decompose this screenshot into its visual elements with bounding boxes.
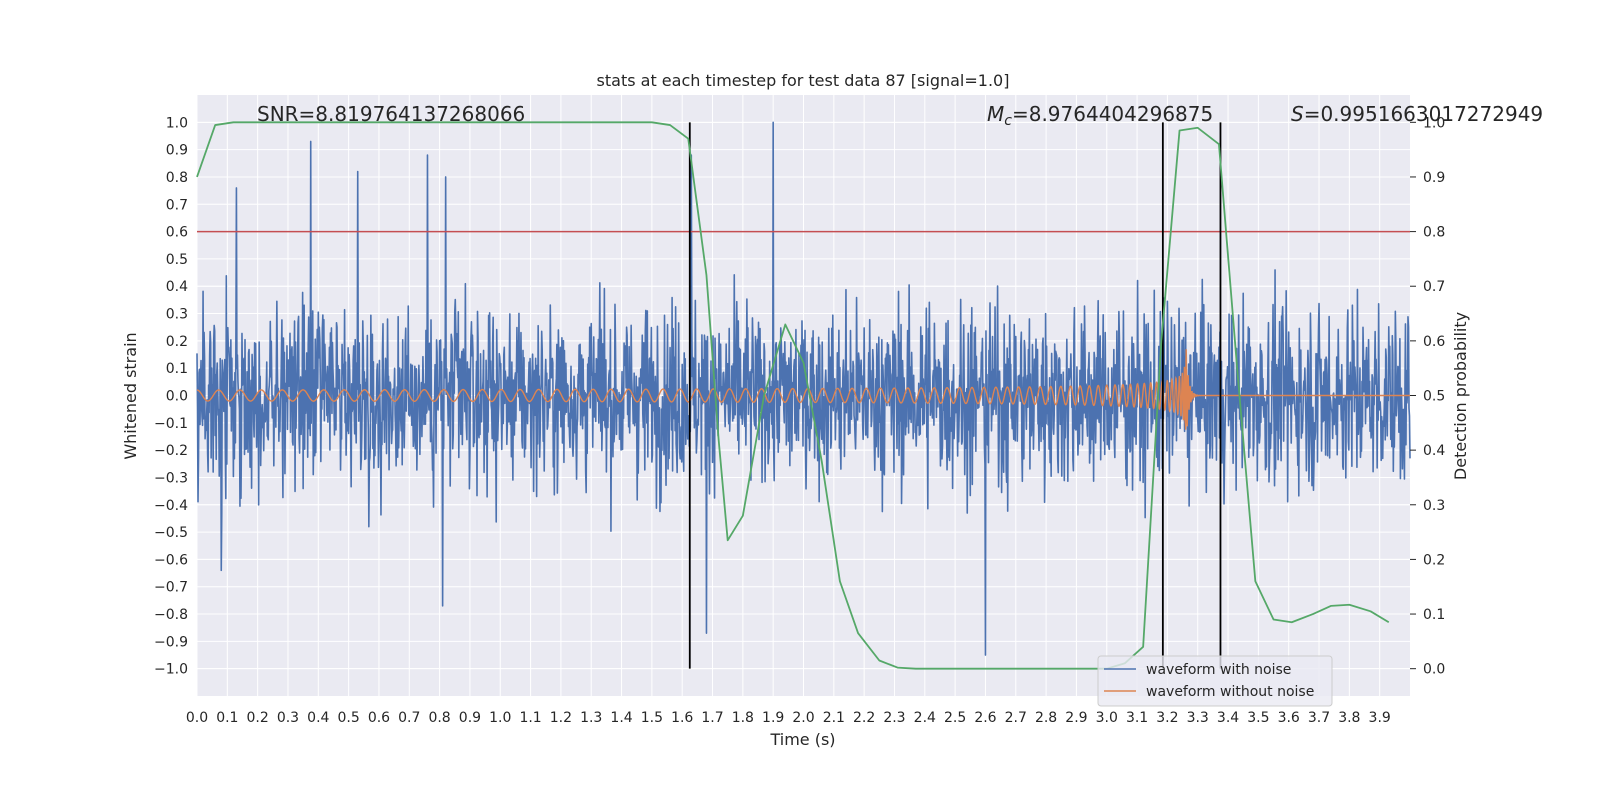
y-tick-label: −0.7	[154, 580, 188, 596]
x-tick-label: 0.4	[307, 710, 329, 726]
y2-tick-label: 1.0	[1423, 115, 1445, 131]
chart-title: stats at each timestep for test data 87 …	[597, 71, 1010, 90]
x-tick-label: 3.6	[1278, 710, 1300, 726]
x-tick-label: 0.1	[216, 710, 238, 726]
chirp-line	[196, 349, 1410, 430]
mc-symbol: M	[987, 102, 1004, 126]
y-tick-labels: 1.0 0.9 0.8 0.7 0.6 0.5 0.4 0.3 0.2 0.1 0.0 −0.1 −0.…	[154, 115, 188, 677]
x-tick-label: 0.3	[277, 710, 299, 726]
legend-label-chirp: waveform without noise	[1146, 684, 1314, 700]
y2-tick-label: 0.1	[1423, 607, 1445, 623]
y-axis-label: Whitened strain	[121, 332, 140, 459]
mc-subscript: c	[1004, 113, 1012, 129]
y2-tick-label: 0.2	[1423, 552, 1445, 568]
y-tick-label: 0.7	[166, 197, 188, 213]
y-tick-label: −0.3	[154, 470, 188, 486]
y-tick-label: −0.8	[154, 607, 188, 623]
y2-tick-label: 0.7	[1423, 279, 1445, 295]
x-tick-label: 3.2	[1156, 710, 1178, 726]
vertical-markers	[688, 122, 1222, 669]
y-tick-label: −1.0	[154, 662, 188, 678]
x-tick-label: 1.7	[701, 710, 723, 726]
y-tick-label: 0.4	[166, 279, 188, 295]
s-symbol: S	[1291, 102, 1304, 126]
x-tick-label: 1.3	[580, 710, 602, 726]
y-tick-label: 0.1	[166, 361, 188, 377]
x-tick-label: 2.9	[1065, 710, 1087, 726]
x-tick-label: 2.1	[823, 710, 845, 726]
y-tick-label: −0.2	[154, 443, 188, 459]
y2-tick-label: 0.6	[1423, 334, 1445, 350]
legend-label-noise: waveform with noise	[1146, 662, 1291, 678]
x-tick-label: 1.2	[550, 710, 572, 726]
y-tick-label: −0.9	[154, 634, 188, 650]
y2-tick-labels: 1.0 0.9 0.8 0.7 0.6 0.5 0.4 0.3 0.2 0.1 0.0	[1410, 115, 1445, 678]
probability-line	[196, 121, 1390, 670]
legend: waveform with noise waveform without noi…	[1097, 655, 1333, 707]
series-detection-probability	[196, 121, 1390, 670]
x-tick-label: 1.1	[519, 710, 541, 726]
x-axis-label: Time (s)	[769, 730, 835, 749]
x-tick-label: 3.9	[1369, 710, 1391, 726]
s-annotation: S=0.9951663017272949	[1291, 102, 1543, 126]
y-tick-label: 1.0	[166, 115, 188, 131]
x-tick-label: 3.7	[1308, 710, 1330, 726]
mc-annotation: Mc=8.9764404296875	[987, 102, 1213, 129]
x-tick-label: 1.0	[489, 710, 511, 726]
y-tick-label: 0.6	[166, 225, 188, 241]
x-tick-label: 1.6	[671, 710, 693, 726]
y-tick-label: 0.0	[166, 389, 188, 405]
mc-value: =8.9764404296875	[1012, 102, 1213, 126]
y2-tick-label: 0.9	[1423, 170, 1445, 186]
x-tick-label: 3.1	[1126, 710, 1148, 726]
y-tick-label: −0.5	[154, 525, 188, 541]
x-tick-label: 3.5	[1247, 710, 1269, 726]
x-tick-label: 3.3	[1187, 710, 1209, 726]
x-tick-label: 3.4	[1217, 710, 1239, 726]
x-tick-label: 0.7	[398, 710, 420, 726]
x-tick-label: 0.5	[337, 710, 359, 726]
x-tick-label: 1.4	[610, 710, 632, 726]
y2-tick-label: 0.3	[1423, 498, 1445, 514]
legend-box	[1097, 655, 1333, 707]
snr-annotation: SNR=8.819764137268066	[257, 102, 525, 126]
y-tick-label: −0.4	[154, 498, 188, 514]
y2-axis-label: Detection probability	[1451, 312, 1470, 480]
y-tick-label: −0.1	[154, 416, 188, 432]
x-tick-label: 2.0	[792, 710, 814, 726]
y-tick-label: 0.5	[166, 252, 188, 268]
y2-tick-label: 0.4	[1423, 443, 1445, 459]
series-waveform-with-noise	[196, 121, 1411, 656]
y-tick-label: 0.9	[166, 143, 188, 159]
noise-line	[196, 121, 1411, 656]
x-tick-label: 0.8	[428, 710, 450, 726]
y2-tick-label: 0.5	[1423, 389, 1445, 405]
s-value: =0.9951663017272949	[1304, 102, 1543, 126]
x-tick-label: 3.8	[1338, 710, 1360, 726]
x-tick-label: 3.0	[1096, 710, 1118, 726]
x-tick-label: 1.8	[732, 710, 754, 726]
x-tick-label: 0.6	[368, 710, 390, 726]
x-tick-label: 2.4	[914, 710, 936, 726]
x-tick-label: 2.8	[1035, 710, 1057, 726]
y-tick-label: −0.6	[154, 552, 188, 568]
x-tick-label: 2.7	[1005, 710, 1027, 726]
y2-tick-label: 0.0	[1423, 662, 1445, 678]
y-tick-label: 0.3	[166, 307, 188, 323]
x-tick-labels: 0.0 0.1 0.2 0.3 0.4 0.5 0.6 0.7 0.8 0.9 1.0 1.1 1.2 1…	[186, 710, 1391, 726]
x-tick-label: 2.5	[944, 710, 966, 726]
y2-tick-label: 0.8	[1423, 225, 1445, 241]
series-waveform-without-noise	[196, 349, 1410, 430]
x-tick-label: 1.5	[641, 710, 663, 726]
x-tick-label: 2.2	[853, 710, 875, 726]
x-tick-label: 2.6	[974, 710, 996, 726]
x-tick-label: 0.9	[459, 710, 481, 726]
x-tick-label: 0.2	[247, 710, 269, 726]
x-tick-label: 2.3	[883, 710, 905, 726]
x-tick-label: 0.0	[186, 710, 208, 726]
y-tick-label: 0.2	[166, 334, 188, 350]
y-tick-label: 0.8	[166, 170, 188, 186]
x-tick-label: 1.9	[762, 710, 784, 726]
